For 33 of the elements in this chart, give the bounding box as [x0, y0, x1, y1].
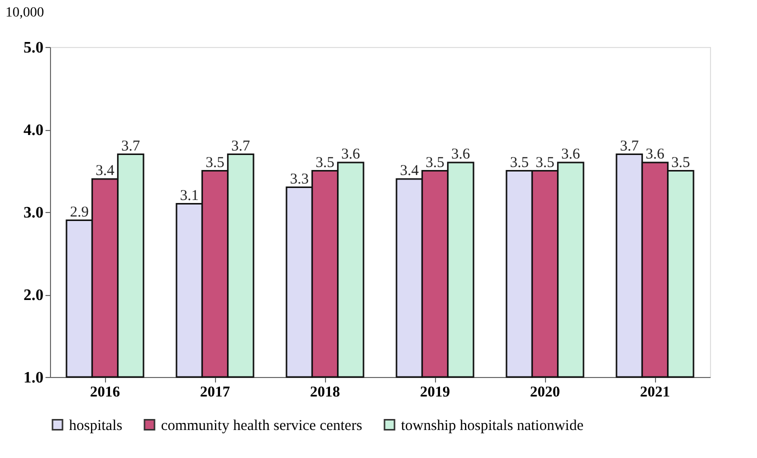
data-label: 3.5 — [426, 154, 444, 171]
data-label: 2.9 — [70, 204, 89, 220]
x-tick-label: 2021 — [640, 384, 670, 400]
data-label: 3.3 — [290, 171, 309, 188]
y-tick-label: 1.0 — [24, 370, 44, 386]
x-tick-label: 2020 — [530, 384, 560, 400]
data-label: 3.5 — [510, 154, 529, 171]
data-label: 3.7 — [620, 138, 640, 154]
x-tick-label: 2017 — [200, 384, 230, 400]
data-label: 3.5 — [316, 154, 334, 171]
x-tick-label: 2018 — [310, 384, 340, 400]
legend-label: hospitals — [69, 418, 122, 434]
y-tick-label: 2.0 — [24, 287, 44, 304]
data-label: 3.1 — [180, 188, 199, 204]
y-tick-label: 4.0 — [24, 122, 44, 139]
data-label: 3.6 — [451, 146, 471, 162]
x-tick-label: 2019 — [420, 384, 450, 400]
data-label: 3.6 — [646, 146, 665, 162]
y-tick-label: 5.0 — [24, 40, 44, 56]
x-tick-label: 2016 — [90, 384, 120, 400]
legend-label: township hospitals nationwide — [401, 418, 584, 434]
data-label: 3.6 — [341, 146, 361, 162]
data-label: 3.7 — [231, 138, 251, 154]
data-label: 3.5 — [671, 154, 690, 171]
data-label: 3.4 — [400, 163, 420, 179]
data-label: 3.5 — [536, 154, 554, 171]
data-label: 3.6 — [561, 146, 581, 162]
y-tick-label: 3.0 — [24, 204, 44, 222]
y-axis-title: 10,000 — [6, 6, 44, 20]
legend-label: community health service centers — [161, 418, 362, 434]
data-label: 3.5 — [206, 154, 224, 171]
data-label: 3.7 — [121, 138, 141, 154]
data-label: 3.4 — [96, 163, 115, 179]
